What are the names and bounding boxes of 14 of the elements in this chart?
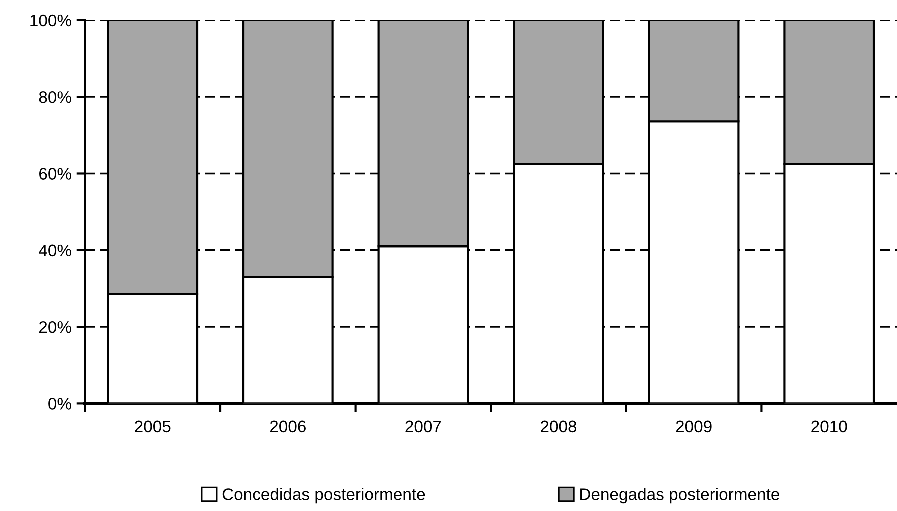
y-tick-label: 60% bbox=[40, 168, 72, 180]
x-tick-label: 2006 bbox=[270, 420, 306, 433]
legend-label: Denegadas posteriormente bbox=[580, 488, 780, 504]
y-tick-label: 20% bbox=[40, 321, 72, 334]
x-tick-label: 2007 bbox=[406, 420, 442, 433]
x-tick-label: 2009 bbox=[676, 420, 712, 433]
y-tick-label: 40% bbox=[39, 244, 72, 257]
legend-label: Concedidas posteriormente bbox=[222, 488, 426, 504]
y-tick-label: 0% bbox=[48, 398, 72, 410]
x-tick-label: 2005 bbox=[135, 420, 171, 433]
x-tick-label: 2010 bbox=[812, 420, 848, 433]
x-tick-label: 2008 bbox=[541, 420, 577, 433]
y-tick-label: 100% bbox=[30, 14, 72, 27]
y-tick-label: 80% bbox=[39, 91, 72, 104]
